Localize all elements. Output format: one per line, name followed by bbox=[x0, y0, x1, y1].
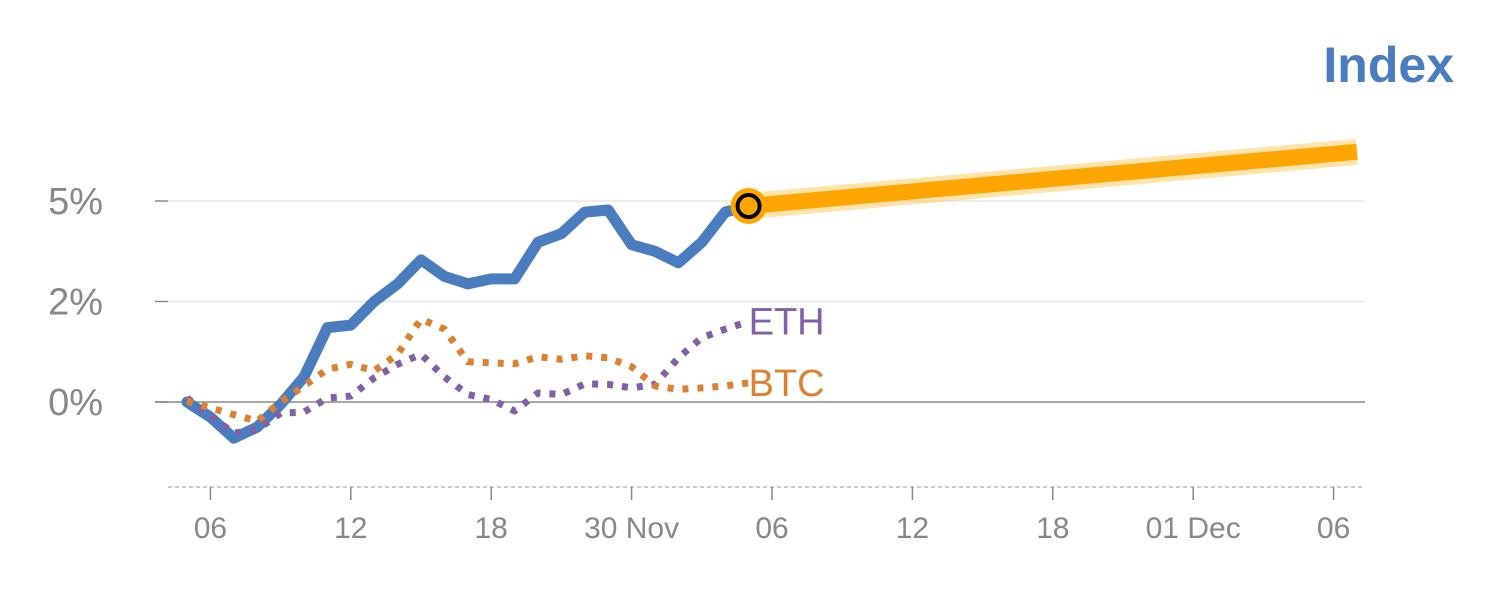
series-line-btc bbox=[185, 315, 750, 425]
x-tick-label: 12 bbox=[334, 512, 367, 545]
y-tick-label: 0% bbox=[48, 382, 103, 424]
x-tick-label: 12 bbox=[896, 512, 929, 545]
x-tick-label: 18 bbox=[1036, 512, 1069, 545]
y-tick-layer: 0% 2% 5% bbox=[48, 181, 168, 424]
y-tick-label: 5% bbox=[48, 181, 103, 223]
y-tick-label: 2% bbox=[48, 282, 103, 324]
current-point-marker-ring bbox=[735, 193, 762, 220]
x-tick-label: 01 Dec bbox=[1146, 512, 1241, 545]
series-layer bbox=[181, 138, 1359, 444]
axis-layer bbox=[155, 401, 1365, 488]
chart-title: Index bbox=[1323, 37, 1454, 93]
label-layer: ETH BTC bbox=[749, 302, 825, 405]
x-tick-label: 06 bbox=[755, 512, 788, 545]
series-label-btc: BTC bbox=[749, 363, 825, 405]
x-tick-label: 06 bbox=[1317, 512, 1350, 545]
x-tick-layer: 06 12 18 30 Nov 06 12 18 01 Dec 06 bbox=[194, 487, 1350, 545]
series-line-index bbox=[181, 200, 755, 444]
x-tick-label: 18 bbox=[475, 512, 508, 545]
projection-line bbox=[747, 143, 1358, 214]
x-tick-label: 30 Nov bbox=[584, 512, 679, 545]
series-label-eth: ETH bbox=[749, 302, 825, 344]
x-tick-label: 06 bbox=[194, 512, 227, 545]
